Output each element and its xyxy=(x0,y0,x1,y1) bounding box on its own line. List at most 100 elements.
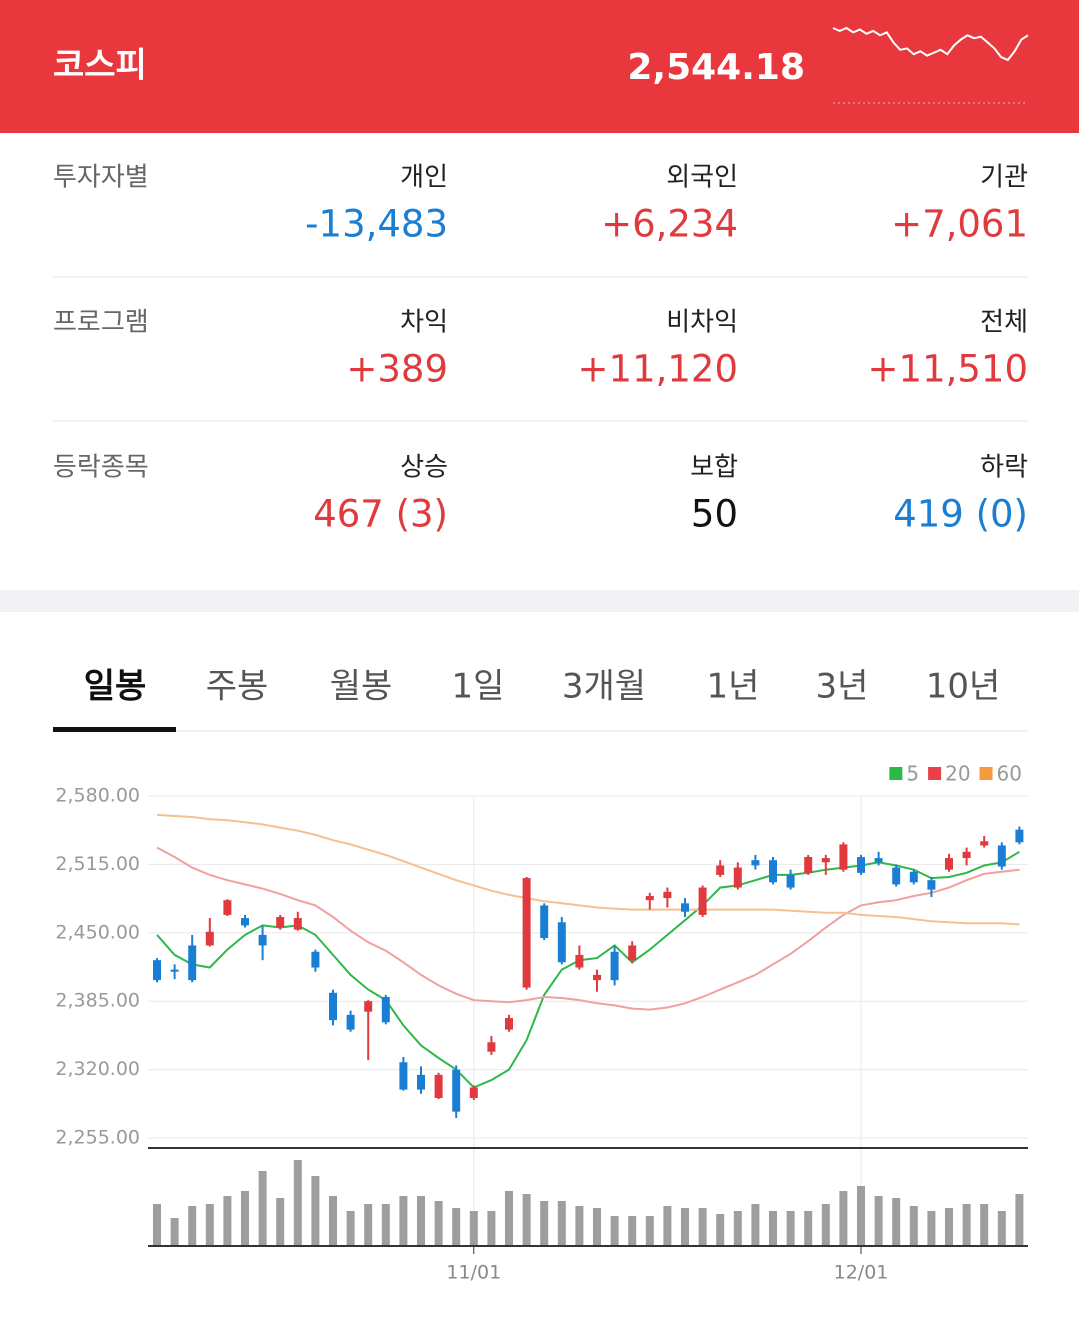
volume-bar xyxy=(188,1206,197,1246)
y-tick-label: 2,255.00 xyxy=(55,1127,140,1149)
volume-bar xyxy=(945,1208,953,1246)
tab[interactable]: 10년 xyxy=(926,667,1001,707)
volume-bar xyxy=(997,1211,1006,1246)
candle-body xyxy=(276,917,285,928)
tab[interactable]: 월봉 xyxy=(330,667,393,707)
section-gap xyxy=(0,590,1079,612)
legend-label: 5 xyxy=(906,762,919,786)
legend-swatch xyxy=(889,767,903,780)
candle-body xyxy=(434,1074,443,1099)
cell-value: 50 xyxy=(691,493,738,536)
cell-name: 하락 xyxy=(980,453,1028,483)
x-tick-label: 12/01 xyxy=(834,1262,889,1284)
candle-body xyxy=(610,951,619,981)
volume-bar xyxy=(153,1204,161,1246)
candle-body xyxy=(346,1014,355,1030)
candle-body xyxy=(452,1069,461,1112)
row-label: 프로그램 xyxy=(53,308,149,338)
candle-body xyxy=(293,918,302,930)
candle-body xyxy=(628,945,637,961)
volume-bar xyxy=(540,1201,549,1246)
volume-bar xyxy=(1015,1194,1024,1246)
legend-swatch xyxy=(928,767,942,780)
candle-body xyxy=(962,851,971,859)
volume-bar xyxy=(575,1206,584,1246)
volume-bar xyxy=(786,1211,795,1246)
candle-body xyxy=(522,878,531,988)
candle-body xyxy=(892,867,901,885)
volume-bar xyxy=(469,1211,478,1246)
volume-bar xyxy=(223,1196,232,1246)
tab[interactable]: 3개월 xyxy=(562,667,646,707)
cell-value: +11,120 xyxy=(578,348,738,391)
candle-body xyxy=(540,905,549,939)
cell-value: -13,483 xyxy=(305,203,448,246)
tab-underline xyxy=(53,727,176,732)
volume-bar xyxy=(628,1216,637,1246)
row-label: 투자자별 xyxy=(53,163,149,193)
cell-value: +7,061 xyxy=(891,203,1028,246)
candle-body xyxy=(663,891,672,899)
volume-bar xyxy=(610,1216,619,1246)
volume-bar xyxy=(980,1204,989,1246)
cell-name: 개인 xyxy=(400,163,448,193)
cell-value: +11,510 xyxy=(868,348,1028,391)
candle-body xyxy=(487,1042,496,1052)
candle-body xyxy=(927,880,936,890)
candle-body xyxy=(1015,829,1024,843)
sparkline xyxy=(832,26,1029,62)
candle-body xyxy=(980,841,989,846)
candle-body xyxy=(241,918,249,926)
legend-label: 20 xyxy=(945,762,970,786)
candle-body xyxy=(645,895,654,901)
volume-bar xyxy=(381,1204,390,1246)
candle-body xyxy=(381,996,390,1023)
volume-bar xyxy=(804,1211,813,1246)
y-tick-label: 2,450.00 xyxy=(55,921,140,943)
header-title: 코스피 xyxy=(53,46,147,86)
volume-bar xyxy=(293,1160,302,1246)
volume-bar xyxy=(399,1196,408,1246)
volume-bar xyxy=(681,1208,689,1246)
tab[interactable]: 일봉 xyxy=(84,667,147,707)
volume-bar xyxy=(874,1196,883,1246)
tab[interactable]: 1일 xyxy=(452,667,505,707)
candle-body xyxy=(593,974,601,981)
candle-body xyxy=(188,945,197,981)
volume-bar xyxy=(927,1211,936,1246)
volume-bar xyxy=(417,1196,425,1246)
volume-bar xyxy=(892,1198,901,1246)
y-tick-label: 2,320.00 xyxy=(55,1058,140,1080)
candle-body xyxy=(153,960,161,981)
candle-body xyxy=(997,845,1006,867)
row-label: 등락종목 xyxy=(53,453,149,483)
volume-bar xyxy=(346,1211,355,1246)
volume-bar xyxy=(751,1204,760,1246)
candle-body xyxy=(258,934,267,946)
tab[interactable]: 주봉 xyxy=(206,667,269,707)
volume-bar xyxy=(769,1211,777,1246)
volume-bar xyxy=(522,1194,531,1246)
volume-bar xyxy=(839,1191,848,1246)
candle-body xyxy=(874,858,883,863)
ma-line xyxy=(156,850,1020,1089)
candle-body xyxy=(557,922,566,963)
volume-bar xyxy=(329,1196,337,1246)
cell-name: 외국인 xyxy=(666,163,738,193)
y-tick-label: 2,580.00 xyxy=(55,785,140,807)
volume-bar xyxy=(505,1191,513,1246)
candle-body xyxy=(575,954,584,968)
candle-body xyxy=(786,874,795,888)
volume-bar xyxy=(821,1204,830,1246)
volume-bar xyxy=(487,1211,496,1246)
y-tick-label: 2,385.00 xyxy=(55,990,140,1012)
candle-body xyxy=(716,865,725,875)
candle-body xyxy=(698,887,707,915)
candle-body xyxy=(751,860,760,866)
volume-bar xyxy=(434,1201,443,1246)
tab[interactable]: 1년 xyxy=(707,667,760,707)
candle-body xyxy=(839,844,848,870)
volume-bar xyxy=(205,1204,214,1246)
tab[interactable]: 3년 xyxy=(816,667,869,707)
